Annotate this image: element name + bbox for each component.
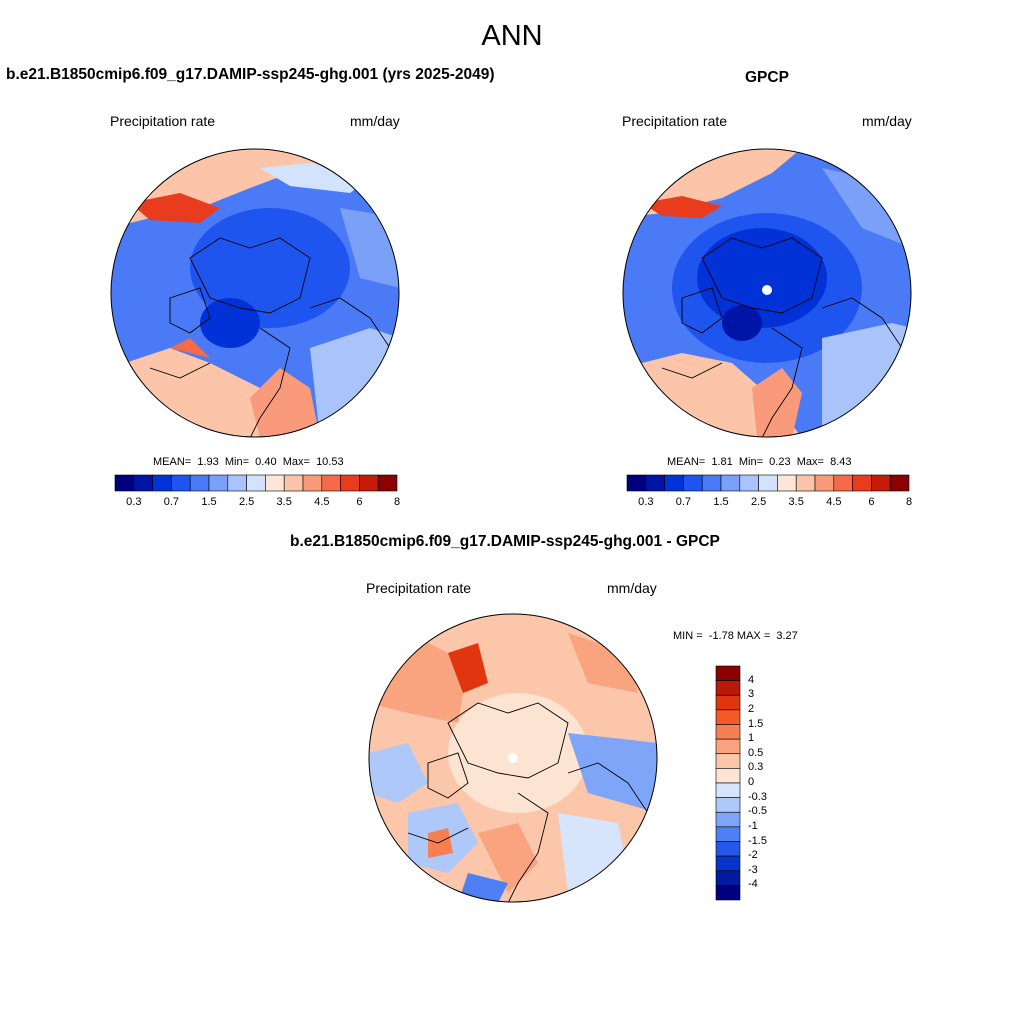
colorbar-tick-label: 1 — [748, 732, 755, 745]
colorbar-swatch — [283, 474, 304, 492]
panel-2-units: mm/day — [862, 113, 912, 129]
panel-1-variable: Precipitation rate — [110, 113, 216, 129]
panel-1-polar-map — [110, 148, 400, 438]
colorbar-swatch — [715, 724, 741, 740]
colorbar-tick-label: 6 — [356, 496, 363, 508]
panel-2-variable: Precipitation rate — [622, 113, 728, 129]
colorbar-tick-label: 8 — [393, 496, 401, 508]
colorbar-swatch — [833, 474, 853, 492]
colorbar-swatch — [715, 782, 741, 798]
panel-3-title: b.e21.B1850cmip6.f09_g17.DAMIP-ssp245-gh… — [290, 533, 720, 550]
colorbar-swatch — [377, 474, 398, 492]
colorbar-swatch — [739, 474, 759, 492]
panel-3-stats: MIN = -1.78 MAX = 3.27 — [673, 630, 798, 642]
colorbar-tick-label: 0.3 — [748, 761, 764, 774]
colorbar-tick-label: -0.3 — [748, 790, 767, 803]
colorbar-tick-label: -1 — [748, 819, 758, 832]
colorbar-swatch — [265, 474, 285, 492]
colorbar-swatch — [715, 709, 741, 725]
colorbar-tick-label: -0.5 — [748, 805, 767, 818]
colorbar-tick-label: 0.7 — [163, 496, 180, 508]
colorbar-tick-label: -4 — [748, 878, 758, 891]
colorbar-swatch — [889, 474, 910, 492]
colorbar-swatch — [626, 474, 647, 492]
colorbar-swatch — [133, 474, 153, 492]
panel-2-title: GPCP — [745, 69, 789, 86]
panel-3-colorbar — [715, 665, 741, 901]
panel-1-units: mm/day — [350, 113, 400, 129]
colorbar-tick-label: 1.5 — [201, 496, 217, 508]
colorbar-swatch — [715, 870, 741, 886]
panel-3-units: mm/day — [607, 580, 657, 596]
panel-2-stats: MEAN= 1.81 Min= 0.23 Max= 8.43 — [667, 456, 852, 468]
panel-2-colorbar — [626, 474, 910, 492]
colorbar-tick-label: 2 — [748, 702, 755, 715]
colorbar-swatch — [715, 826, 741, 842]
colorbar-swatch — [777, 474, 797, 492]
colorbar-swatch — [114, 474, 135, 492]
colorbar-swatch — [715, 753, 741, 769]
colorbar-tick-label: 0.3 — [638, 496, 654, 508]
colorbar-swatch — [645, 474, 665, 492]
colorbar-swatch — [720, 474, 741, 492]
colorbar-swatch — [814, 474, 835, 492]
colorbar-tick-label: 4.5 — [826, 496, 842, 508]
colorbar-swatch — [683, 474, 703, 492]
colorbar-swatch — [758, 474, 778, 492]
colorbar-tick-label: 0.3 — [126, 496, 142, 508]
colorbar-tick-label: 1.5 — [713, 496, 729, 508]
colorbar-swatch — [715, 738, 741, 755]
colorbar-swatch — [852, 474, 872, 492]
colorbar-tick-label: 3 — [748, 688, 755, 701]
colorbar-tick-label: 0.7 — [675, 496, 692, 508]
panel-1-colorbar — [114, 474, 398, 492]
panel-3-polar-map — [368, 613, 658, 903]
colorbar-swatch — [715, 885, 741, 901]
page-title: ANN — [481, 20, 543, 52]
colorbar-swatch — [715, 680, 741, 696]
colorbar-tick-label: -1.5 — [748, 834, 767, 847]
colorbar-tick-label: 4.5 — [314, 496, 330, 508]
colorbar-tick-label: 3.5 — [788, 496, 804, 508]
colorbar-swatch — [302, 474, 323, 492]
panel-3-variable: Precipitation rate — [366, 580, 472, 596]
colorbar-swatch — [171, 474, 191, 492]
colorbar-swatch — [189, 474, 210, 492]
colorbar-tick-label: 0.5 — [748, 746, 764, 759]
colorbar-swatch — [340, 474, 360, 492]
colorbar-tick-label: 8 — [905, 496, 913, 508]
colorbar-tick-label: 2.5 — [750, 496, 767, 508]
panel-3-colorbar-labels: 4 3 2 1.5 1 0.5 0.3 0 -0.3 -0.5 -1 -1.5 -2 -3 -4 — [748, 666, 788, 900]
colorbar-swatch — [795, 474, 816, 492]
colorbar-tick-label: 1.5 — [748, 717, 764, 730]
colorbar-tick-label: -3 — [748, 863, 758, 876]
colorbar-swatch — [359, 474, 379, 492]
panel-1-colorbar-labels: 0.3 0.7 1.5 2.5 3.5 4.5 6 8 — [115, 496, 400, 510]
colorbar-swatch — [208, 474, 229, 492]
colorbar-swatch — [715, 841, 741, 857]
colorbar-swatch — [871, 474, 891, 492]
colorbar-swatch — [715, 797, 741, 813]
colorbar-swatch — [701, 474, 722, 492]
panel-2-polar-map — [622, 148, 912, 438]
colorbar-swatch — [152, 474, 172, 492]
colorbar-swatch — [664, 474, 684, 492]
colorbar-swatch — [715, 811, 741, 828]
colorbar-swatch — [715, 768, 741, 784]
colorbar-tick-label: 0 — [748, 776, 755, 788]
colorbar-swatch — [321, 474, 341, 492]
colorbar-swatch — [715, 665, 741, 681]
colorbar-tick-label: 3.5 — [276, 496, 292, 508]
colorbar-swatch — [246, 474, 266, 492]
panel-2-colorbar-labels: 0.3 0.7 1.5 2.5 3.5 4.5 6 8 — [627, 496, 912, 510]
colorbar-tick-label: -2 — [748, 849, 758, 862]
colorbar-swatch — [715, 855, 741, 872]
colorbar-tick-label: 4 — [748, 673, 755, 686]
colorbar-swatch — [227, 474, 247, 492]
colorbar-tick-label: 6 — [868, 496, 875, 508]
colorbar-swatch — [715, 694, 741, 711]
panel-1-title: b.e21.B1850cmip6.f09_g17.DAMIP-ssp245-gh… — [6, 66, 495, 83]
colorbar-tick-label: 2.5 — [238, 496, 255, 508]
panel-1-stats: MEAN= 1.93 Min= 0.40 Max= 10.53 — [153, 456, 344, 468]
